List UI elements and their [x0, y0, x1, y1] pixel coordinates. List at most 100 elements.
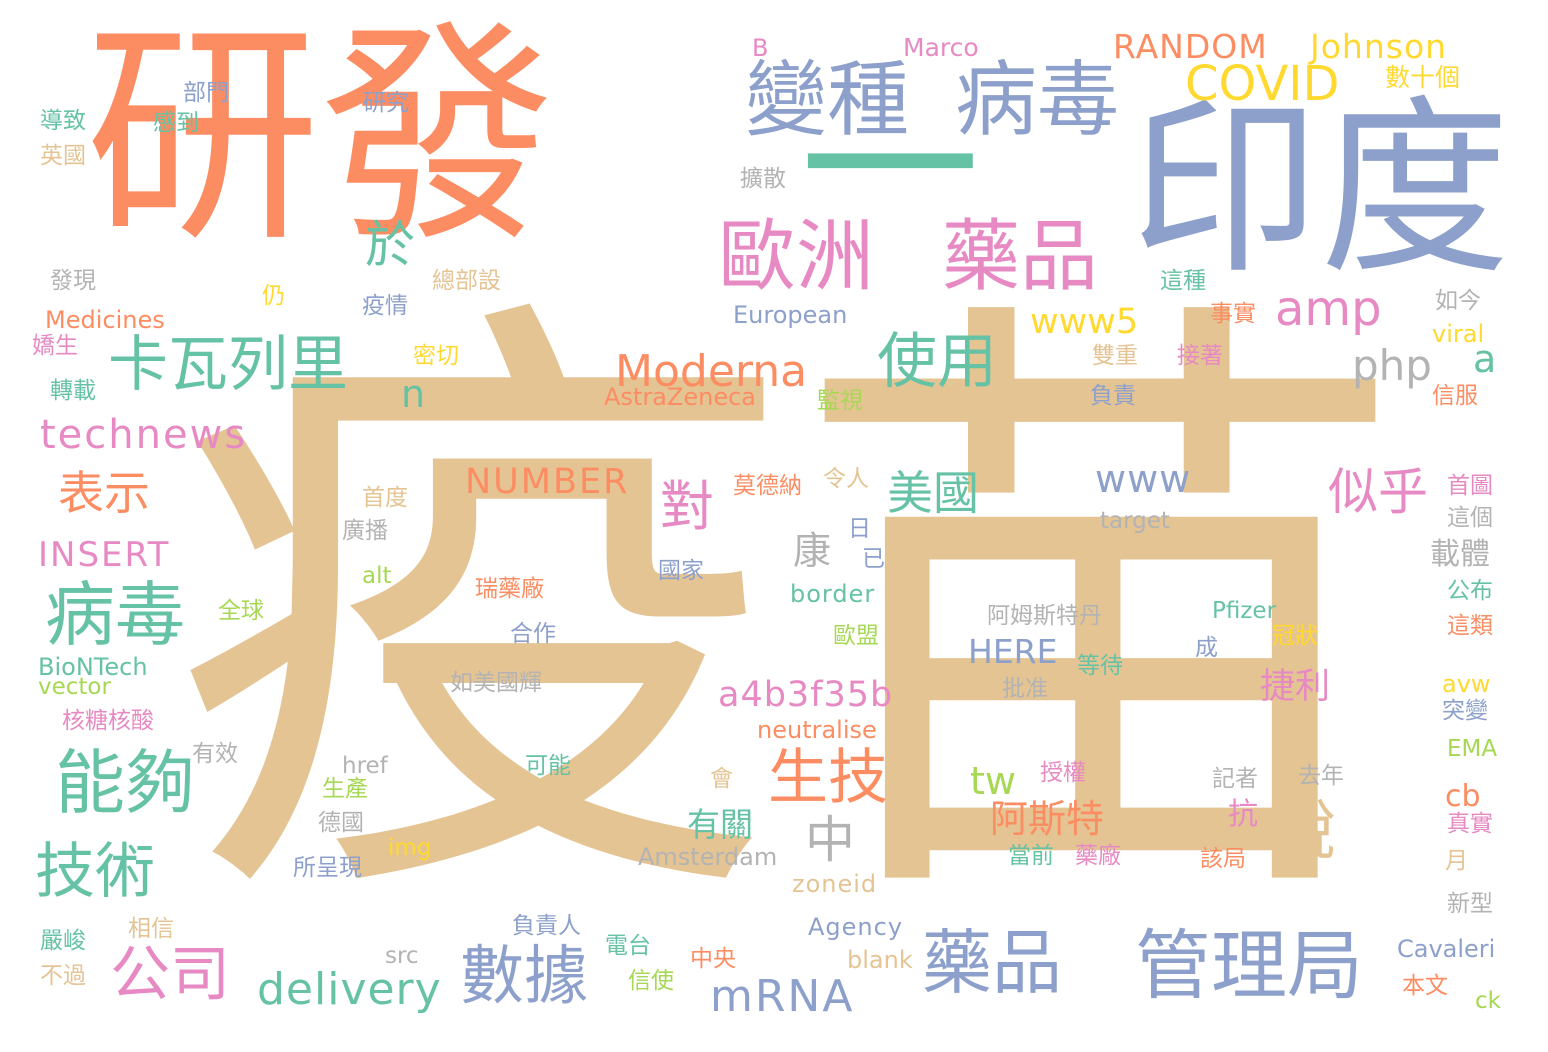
word-neutralise-93: neutralise	[757, 716, 877, 744]
word-b-11: B	[752, 34, 769, 62]
word-delivery-132: delivery	[257, 964, 442, 1015]
word-135: 藥品	[922, 922, 1062, 1004]
word-18: 歐洲	[718, 212, 875, 302]
word-133: 數據	[460, 940, 588, 1014]
word-here-81: HERE	[968, 632, 1058, 671]
word-medicines-29: Medicines	[45, 306, 165, 334]
word-120: 該局	[1200, 846, 1246, 872]
word-107: 有關	[687, 805, 753, 844]
word-58: 首圖	[1447, 473, 1493, 499]
word-115: 德國	[318, 810, 364, 836]
word-66: 已	[862, 546, 885, 572]
word-103: 可能	[525, 753, 571, 779]
word-20: 於	[365, 216, 415, 274]
word-131: 公司	[110, 940, 230, 1010]
word-100: 記者	[1212, 766, 1258, 792]
word-97: 生技	[768, 743, 888, 813]
word-77: 這類	[1447, 613, 1493, 639]
word-53: 令人	[823, 466, 869, 492]
word-astrazeneca-44: AstraZeneca	[604, 383, 756, 411]
word-69: 國家	[658, 558, 704, 584]
word-13: 研究	[363, 90, 409, 116]
word-marco-10: Marco	[903, 33, 979, 62]
word-40: 雙重	[1092, 343, 1138, 369]
word-41: 接著	[1177, 343, 1223, 369]
word-25: 疫情	[362, 293, 408, 319]
word-23: 發現	[50, 268, 96, 294]
word-109: 抗	[1228, 797, 1258, 832]
word-moderna-34: Moderna	[615, 346, 808, 397]
word-cb-111: cb	[1445, 779, 1481, 814]
word-57: 似乎	[1328, 463, 1428, 521]
word-73: 病毒	[45, 574, 185, 656]
word-0: 疫苗	[170, 254, 1410, 975]
word-86: 如美國輝	[450, 670, 542, 696]
word-15: 感到	[153, 110, 199, 136]
word-92: 核糖核酸	[62, 708, 154, 734]
word-ck-143: ck	[1475, 988, 1501, 1014]
word-26: 總部設	[432, 268, 501, 294]
word-129: 電台	[605, 933, 651, 959]
word-127: 負責人	[512, 913, 581, 939]
word-28: 如今	[1435, 288, 1481, 314]
word-12: 部門	[183, 80, 229, 106]
word-38: 嬌生	[32, 333, 78, 359]
word-3: 一	[800, 65, 981, 274]
word-84: 等待	[1077, 653, 1123, 679]
word-82: 成	[1195, 635, 1218, 661]
word-142: 信使	[628, 968, 674, 994]
word-1: 研發	[85, 1, 555, 274]
word-ema-94: EMA	[1447, 736, 1498, 762]
word-47: 來源	[1150, 383, 1196, 409]
word-67: 載體	[1430, 537, 1490, 572]
word-122: 所呈現	[293, 855, 362, 881]
word-johnson-8: Johnson	[1310, 27, 1448, 66]
word-65: 日	[848, 516, 871, 542]
word-33: 卡瓦列里	[108, 330, 348, 400]
word-87: 批准	[1002, 676, 1048, 702]
word-2: 印度	[1130, 79, 1511, 300]
word-112: 中	[805, 811, 855, 869]
word-119: 藥廠	[1075, 843, 1121, 869]
word-random-7: RANDOM	[1113, 27, 1268, 66]
word-number-51: NUMBER	[465, 462, 630, 502]
word-70: 瑞藥廠	[475, 576, 544, 602]
word-45: 監視	[817, 388, 863, 414]
word-128: 嚴峻	[40, 928, 86, 954]
word-60: 廣播	[342, 518, 388, 544]
word-52: 莫德納	[733, 473, 802, 499]
word-src-137: src	[385, 943, 419, 969]
word-113: 真實	[1447, 811, 1493, 837]
word-50: 表示	[58, 466, 150, 520]
word-4: 變種	[745, 53, 910, 148]
word-biontech-83: BioNTech	[38, 653, 148, 681]
word-59: 首度	[362, 485, 408, 511]
word-border-71: border	[790, 580, 876, 608]
word-5: 病毒	[955, 53, 1120, 148]
word-108: 阿斯特	[990, 797, 1105, 841]
word-agency-125: Agency	[808, 913, 904, 941]
word-141: 不過	[40, 963, 86, 989]
word-img-116: img	[388, 835, 432, 861]
word-covid-6: COVID	[1185, 56, 1340, 112]
word-zoneid-123: zoneid	[792, 870, 878, 898]
word-php-36: php	[1352, 341, 1432, 390]
word-amp-21: amp	[1275, 281, 1382, 337]
word-91: 突變	[1442, 698, 1488, 724]
word-www5-22: www5	[1030, 302, 1139, 342]
word-27: 這種	[1160, 268, 1206, 294]
word-72: 公布	[1447, 578, 1493, 604]
word-24: 仍	[262, 283, 285, 309]
word-tw-98: tw	[970, 759, 1016, 803]
word-www-56: www	[1095, 457, 1192, 501]
word-31: 事實	[1210, 301, 1256, 327]
word-99: 授權	[1040, 760, 1086, 786]
word-avw-89: avw	[1442, 670, 1491, 698]
word-17: 擴散	[740, 166, 786, 192]
word-126: 相信	[128, 916, 174, 942]
word-href-102: href	[342, 753, 388, 779]
word-mrna-134: mRNA	[710, 971, 855, 1022]
word-106: 正	[528, 791, 551, 817]
word-121: 月	[1445, 848, 1468, 874]
word-95: 能夠	[55, 742, 195, 824]
